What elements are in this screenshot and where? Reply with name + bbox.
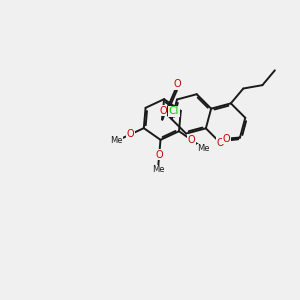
Text: Me: Me — [197, 144, 210, 153]
Text: O: O — [188, 135, 195, 145]
Text: O: O — [217, 138, 224, 148]
Text: O: O — [174, 79, 182, 89]
Text: Cl: Cl — [169, 106, 179, 116]
Text: Me: Me — [152, 165, 164, 174]
Text: O: O — [155, 150, 163, 160]
Text: O: O — [126, 130, 134, 140]
Text: Me: Me — [110, 136, 123, 145]
Text: O: O — [159, 106, 167, 116]
Text: O: O — [223, 134, 231, 144]
